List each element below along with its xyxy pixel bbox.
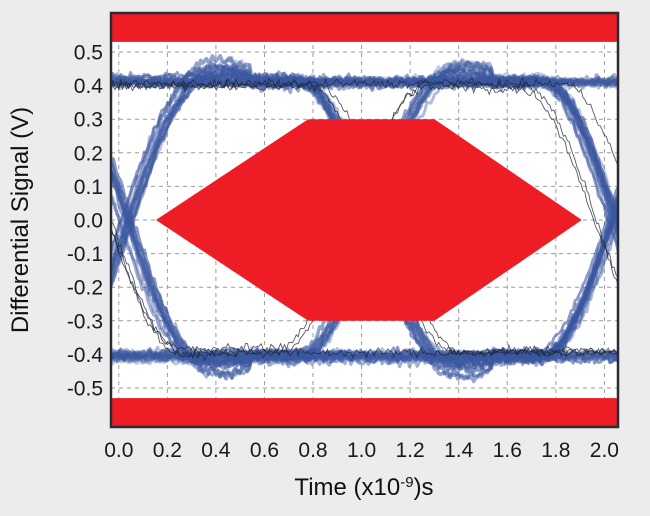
- y-axis-title: Differential Signal (V): [7, 107, 34, 333]
- y-axis-tick-labels: 0.5 0.4 0.3 0.2 0.1 0.0 -0.1 -0.2 -0.3 -0.4 -0.5: [67, 42, 104, 401]
- eye-mask-hexagon-group: [155, 119, 582, 321]
- y-tick-label: 0.3: [74, 109, 103, 132]
- eye-trace-outlier: [111, 75, 618, 166]
- x-tick-label: 0.6: [250, 439, 279, 462]
- y-tick-label: 0.0: [74, 210, 103, 233]
- upper-limit-mask: [111, 13, 618, 42]
- x-axis-title: Time (x10-9)s: [294, 474, 433, 501]
- y-tick-label: 0.1: [74, 176, 103, 199]
- x-tick-label: 1.2: [395, 439, 424, 462]
- limit-masks: [111, 13, 618, 427]
- x-tick-label: 1.6: [493, 439, 522, 462]
- eye-trace: [111, 72, 618, 248]
- lower-limit-mask: [111, 398, 618, 427]
- eye-trace: [111, 195, 618, 369]
- plot-border: [109, 11, 620, 429]
- x-tick-label: 1.0: [347, 439, 376, 462]
- y-tick-label: -0.3: [67, 310, 103, 333]
- eye-trace: [111, 208, 618, 364]
- x-tick-label: 0.8: [298, 439, 327, 462]
- x-tick-label: 0.0: [104, 439, 133, 462]
- eye-trace: [111, 66, 618, 287]
- eye-trace-outlier: [111, 227, 618, 362]
- y-tick-label: 0.5: [74, 42, 103, 65]
- x-tick-label: 0.2: [153, 439, 182, 462]
- eye-trace: [111, 62, 618, 254]
- y-tick-label: 0.4: [74, 75, 104, 98]
- x-tick-label: 0.4: [201, 439, 231, 462]
- y-tick-label: 0.2: [74, 142, 103, 165]
- y-tick-label: -0.1: [67, 243, 103, 266]
- eye-mask-hexagon: [155, 119, 582, 321]
- y-tick-label: -0.5: [67, 378, 103, 401]
- x-tick-label: 1.4: [444, 439, 474, 462]
- x-tick-label: 1.8: [541, 439, 570, 462]
- y-tick-label: -0.2: [67, 277, 103, 300]
- x-tick-label: 2.0: [590, 439, 619, 462]
- y-tick-label: -0.4: [67, 344, 104, 367]
- x-axis-tick-labels: 0.0 0.2 0.4 0.6 0.8 1.0 1.2 1.4 1.6 1.8 2.0: [104, 439, 619, 462]
